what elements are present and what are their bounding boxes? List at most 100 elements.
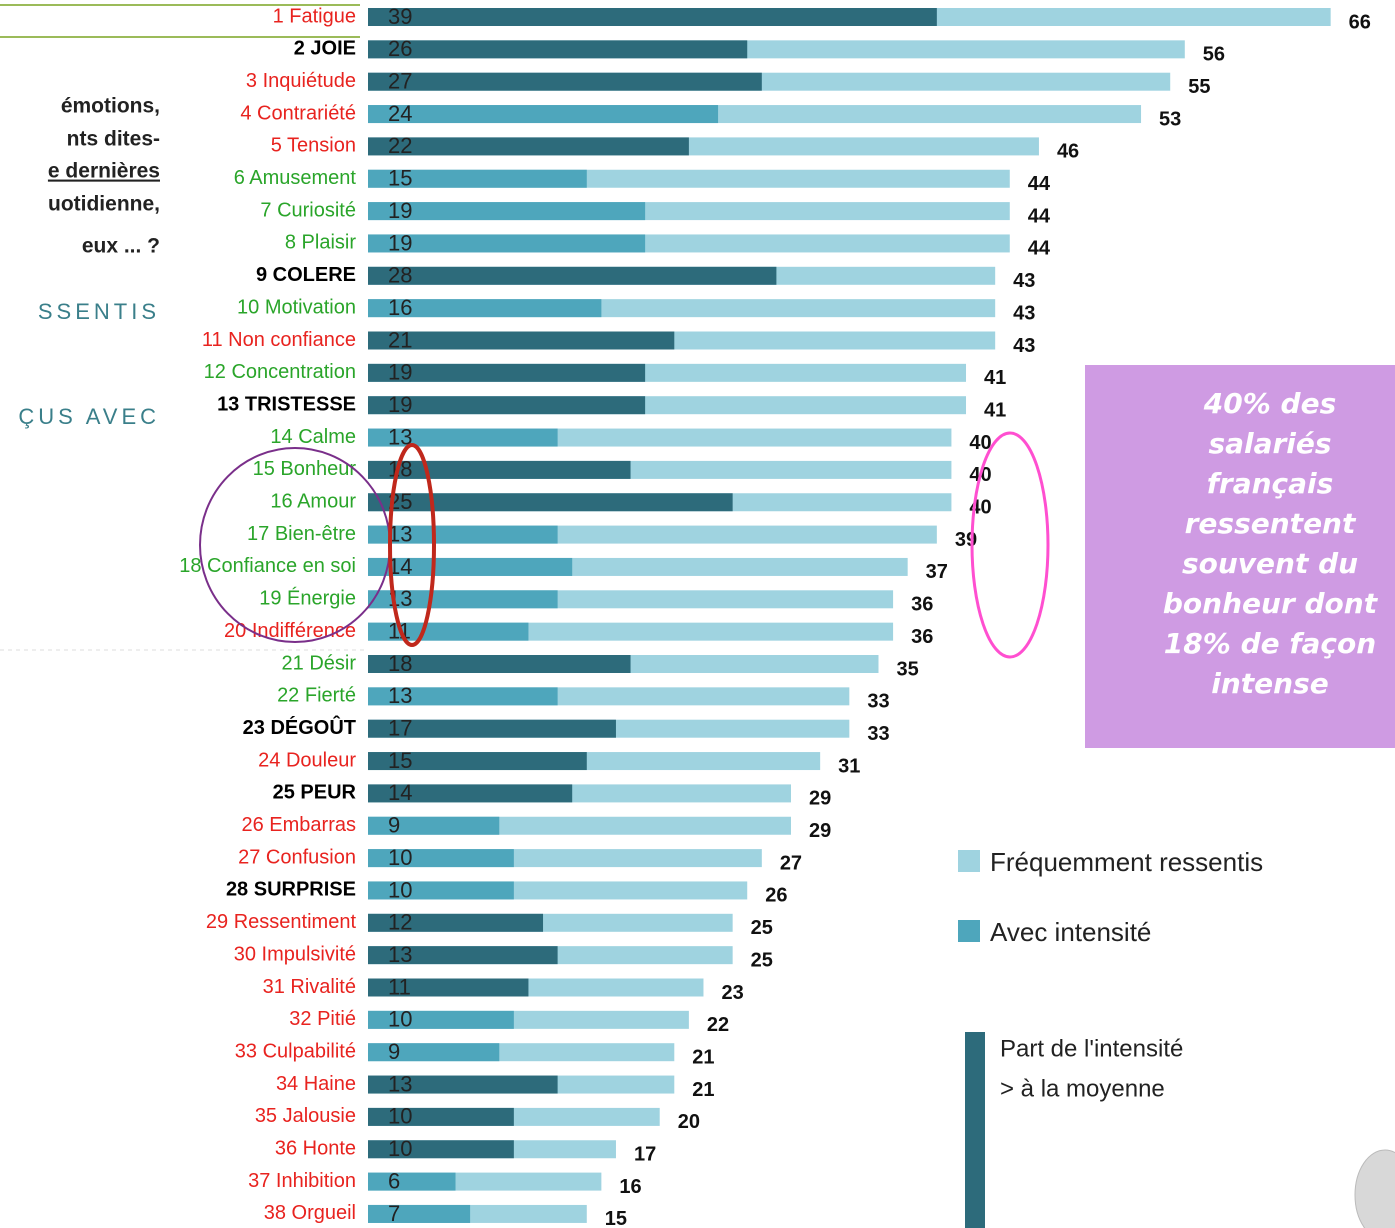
frequent-label: 43 bbox=[1013, 302, 1035, 324]
category-label: 32 Pitié bbox=[289, 1008, 356, 1030]
bar-intense bbox=[368, 460, 631, 479]
bar-intense bbox=[368, 752, 587, 771]
category-label: 10 Motivation bbox=[237, 296, 356, 318]
frequent-label: 41 bbox=[984, 367, 1006, 389]
category-label: 18 Confiance en soi bbox=[179, 555, 356, 577]
intense-label: 26 bbox=[388, 36, 412, 61]
category-label: 8 Plaisir bbox=[285, 232, 356, 254]
intense-label: 6 bbox=[388, 1168, 400, 1193]
bar-intense bbox=[368, 428, 558, 447]
category-label: 23 DÉGOÛT bbox=[243, 715, 356, 739]
intense-label: 24 bbox=[388, 101, 412, 126]
intense-label: 22 bbox=[388, 133, 412, 158]
bar-intense bbox=[368, 1075, 558, 1094]
category-label: 19 Énergie bbox=[259, 587, 356, 610]
frequent-label: 33 bbox=[867, 723, 889, 745]
bar-intense bbox=[368, 719, 616, 738]
frequent-label: 55 bbox=[1188, 76, 1210, 98]
category-label: 35 Jalousie bbox=[255, 1105, 356, 1127]
bar-intense bbox=[368, 784, 573, 803]
intense-label: 14 bbox=[388, 780, 412, 805]
intense-label: 10 bbox=[388, 877, 412, 902]
bar-intense bbox=[368, 234, 646, 253]
category-label: 16 Amour bbox=[270, 491, 356, 513]
category-label: 1 Fatigue bbox=[273, 5, 356, 27]
intense-label: 9 bbox=[388, 813, 400, 838]
category-label: 14 Calme bbox=[270, 426, 356, 448]
intense-label: 28 bbox=[388, 263, 412, 288]
intense-label: 12 bbox=[388, 910, 412, 935]
bar-intense bbox=[368, 169, 587, 188]
category-label: 20 Indifférence bbox=[224, 620, 356, 642]
frequent-label: 21 bbox=[692, 1079, 714, 1101]
highlight-ellipse bbox=[388, 443, 436, 647]
legend-swatch bbox=[958, 920, 980, 942]
side-heading: ÇUS AVEC bbox=[18, 404, 160, 429]
category-label: 30 Impulsivité bbox=[234, 943, 356, 965]
callout-text: bonheur dont bbox=[1163, 587, 1379, 620]
category-label: 38 Orgueil bbox=[264, 1202, 356, 1224]
category-label: 31 Rivalité bbox=[263, 976, 356, 998]
intense-label: 13 bbox=[388, 683, 412, 708]
callout-text: intense bbox=[1211, 667, 1329, 700]
side-text: nts dites- bbox=[67, 128, 160, 151]
category-label: 21 Désir bbox=[282, 652, 357, 674]
bar-intense bbox=[368, 137, 689, 156]
category-label: 26 Embarras bbox=[242, 814, 357, 836]
bar-intense bbox=[368, 1010, 514, 1029]
legend-note: Part de l'intensité bbox=[1000, 1035, 1183, 1062]
bar-intense bbox=[368, 1140, 514, 1159]
bar-intense bbox=[368, 978, 529, 997]
category-label: 36 Honte bbox=[275, 1138, 356, 1160]
category-label: 2 JOIE bbox=[294, 38, 356, 60]
intense-label: 10 bbox=[388, 1104, 412, 1129]
frequent-label: 15 bbox=[605, 1208, 627, 1228]
side-text: émotions, bbox=[61, 95, 160, 118]
frequent-label: 31 bbox=[838, 755, 860, 777]
frequent-label: 35 bbox=[897, 658, 919, 680]
frequent-label: 44 bbox=[1028, 238, 1051, 260]
category-label: 24 Douleur bbox=[258, 749, 356, 771]
frequent-label: 53 bbox=[1159, 108, 1181, 130]
intense-label: 21 bbox=[388, 327, 412, 352]
category-label: 17 Bien-être bbox=[247, 523, 356, 545]
category-label: 27 Confusion bbox=[238, 846, 356, 868]
frequent-label: 26 bbox=[765, 885, 787, 907]
bar-intense bbox=[368, 525, 558, 544]
intense-label: 19 bbox=[388, 360, 412, 385]
bar-intense bbox=[368, 396, 646, 415]
category-label: 12 Concentration bbox=[204, 361, 356, 383]
bar-intense bbox=[368, 1107, 514, 1126]
frequent-label: 66 bbox=[1349, 11, 1371, 33]
bar-intense bbox=[368, 946, 558, 965]
bar-intense bbox=[368, 493, 733, 512]
category-label: 3 Inquiétude bbox=[246, 70, 356, 92]
intense-label: 19 bbox=[388, 198, 412, 223]
intense-label: 10 bbox=[388, 1136, 412, 1161]
category-label: 33 Culpabilité bbox=[235, 1040, 356, 1062]
category-label: 29 Ressentiment bbox=[206, 911, 357, 933]
bar-intense bbox=[368, 816, 500, 835]
intense-label: 9 bbox=[388, 1039, 400, 1064]
callout-text: ressentent bbox=[1185, 507, 1357, 540]
frequent-label: 43 bbox=[1013, 270, 1035, 292]
side-heading: SSENTIS bbox=[38, 299, 160, 324]
frequent-label: 16 bbox=[619, 1176, 641, 1198]
frequent-label: 44 bbox=[1028, 173, 1051, 195]
category-label: 7 Curiosité bbox=[260, 199, 356, 221]
highlight-ellipse bbox=[970, 431, 1050, 659]
category-label: 28 SURPRISE bbox=[226, 879, 356, 901]
decor bbox=[1354, 1149, 1395, 1228]
intense-label: 15 bbox=[388, 748, 412, 773]
legend-label: Avec intensité bbox=[990, 917, 1151, 947]
frequent-label: 22 bbox=[707, 1014, 729, 1036]
frequent-label: 41 bbox=[984, 399, 1006, 421]
legend-swatch bbox=[958, 850, 980, 872]
bar-intense bbox=[368, 266, 777, 285]
intense-label: 19 bbox=[388, 392, 412, 417]
category-label: 11 Non confiance bbox=[202, 329, 356, 351]
category-label: 15 Bonheur bbox=[253, 458, 357, 480]
bar-intense bbox=[368, 40, 748, 59]
frequent-label: 40 bbox=[969, 432, 991, 454]
